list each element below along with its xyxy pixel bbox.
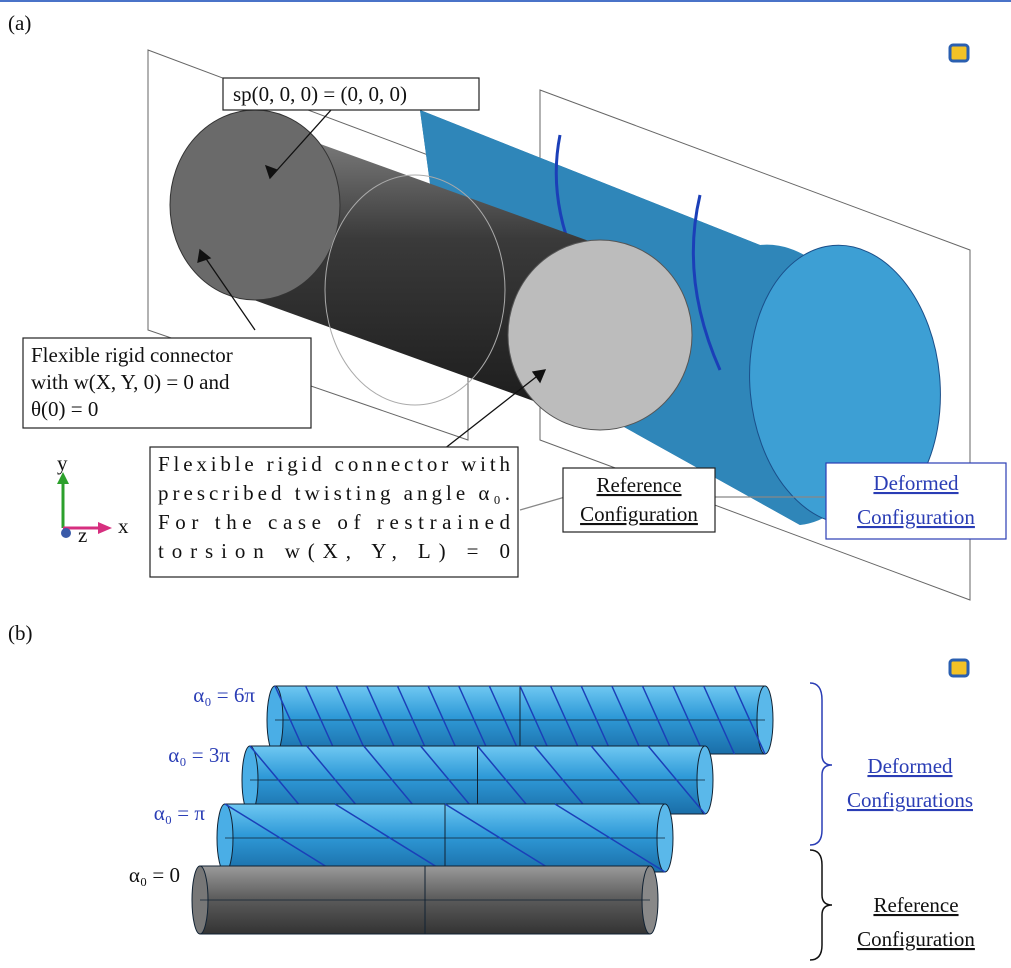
panel-label: (a) — [8, 11, 31, 35]
case-label: α₀ = 0 — [129, 863, 180, 887]
logo-icon — [950, 45, 968, 61]
logo-icon — [950, 660, 968, 676]
axis-label: z — [78, 523, 87, 547]
case-label: α₀ = 3π — [168, 743, 230, 767]
panel-label: (b) — [8, 621, 33, 645]
cylinder — [267, 686, 773, 754]
annotation-line: with w(X, Y, 0) = 0 and — [31, 370, 230, 394]
deformed-label: Deformed — [867, 754, 953, 778]
case-label: α₀ = 6π — [193, 683, 255, 707]
figure: (a) sp(0, 0, 0) = (0, 0, 0) Flexible rig… — [0, 0, 1011, 968]
reference-label: Reference — [873, 893, 958, 917]
annotation-line: prescribed twisting angle α₀. — [158, 481, 510, 505]
reference-label: Reference — [596, 473, 681, 497]
reference-label: Configuration — [857, 927, 975, 951]
deformed-label: Deformed — [873, 471, 959, 495]
annotation-line: Flexible rigid connector — [31, 343, 233, 367]
case-label: α₀ = π — [154, 801, 206, 825]
axis-label: x — [118, 514, 129, 538]
brace — [810, 850, 832, 960]
reference-label: Configuration — [580, 502, 698, 526]
cylinder — [192, 866, 658, 934]
axis-triad: y x z — [57, 451, 129, 547]
origin-note: sp(0, 0, 0) = (0, 0, 0) — [233, 82, 407, 106]
deformed-label: Configuration — [857, 505, 975, 529]
deformed-label: Configurations — [847, 788, 973, 812]
cylinder — [217, 804, 673, 872]
axis-label: y — [57, 451, 68, 475]
brace — [810, 683, 832, 845]
annotation-line: θ(0) = 0 — [31, 397, 98, 421]
annotation-line: torsion w(X, Y, L) = 0 — [158, 539, 510, 563]
